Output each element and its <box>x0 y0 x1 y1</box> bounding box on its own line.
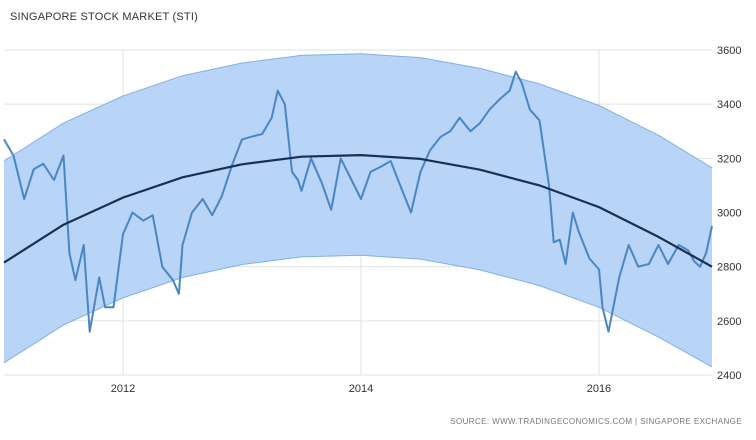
source-attribution: SOURCE: WWW.TRADINGECONOMICS.COM | SINGA… <box>450 417 742 426</box>
y-tick-label-3600: 3600 <box>717 45 741 57</box>
y-tick-label-2600: 2600 <box>717 316 741 328</box>
x-tick-label-2016: 2016 <box>587 383 611 395</box>
chart-title: SINGAPORE STOCK MARKET (STI) <box>10 11 198 23</box>
index-series-line <box>3 70 713 333</box>
confidence-band <box>3 53 713 368</box>
band-upper-edge <box>3 53 713 169</box>
band-lower-edge <box>3 254 713 368</box>
series-layer <box>3 70 713 333</box>
band-area <box>4 53 712 367</box>
y-tick-label-3200: 3200 <box>717 153 741 165</box>
y-tick-label-2400: 2400 <box>717 370 741 382</box>
axis-layer: 2400 2600 2800 3000 3200 3400 3600 2012 2014 2016 <box>111 45 742 395</box>
y-tick-label-2800: 2800 <box>717 262 741 274</box>
trend-line <box>3 154 713 268</box>
x-tick-label-2014: 2014 <box>349 383 373 395</box>
x-tick-label-2012: 2012 <box>111 383 135 395</box>
y-tick-label-3000: 3000 <box>717 208 741 220</box>
y-tick-label-3400: 3400 <box>717 99 741 111</box>
